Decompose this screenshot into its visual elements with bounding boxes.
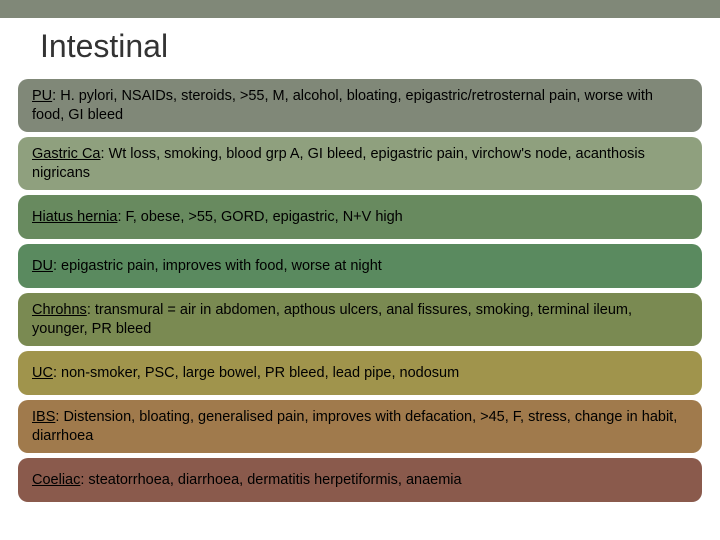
row-term: Gastric Ca — [32, 146, 101, 162]
row-desc: Wt loss, smoking, blood grp A, GI bleed,… — [32, 146, 645, 181]
row-term: Chrohns — [32, 302, 87, 318]
row-term: Coeliac — [32, 472, 80, 488]
row-term: DU — [32, 258, 53, 274]
row-hiatus-hernia: Hiatus hernia: F, obese, >55, GORD, epig… — [18, 195, 702, 239]
row-term: Hiatus hernia — [32, 209, 117, 225]
row-desc: F, obese, >55, GORD, epigastric, N+V hig… — [126, 209, 403, 225]
row-sep: : — [53, 258, 61, 274]
row-sep: : — [117, 209, 125, 225]
row-desc: epigastric pain, improves with food, wor… — [61, 258, 382, 274]
row-desc: steatorrhoea, diarrhoea, dermatitis herp… — [88, 472, 461, 488]
row-du: DU: epigastric pain, improves with food,… — [18, 244, 702, 288]
row-desc: transmural = air in abdomen, apthous ulc… — [32, 302, 632, 337]
row-pu: PU: H. pylori, NSAIDs, steroids, >55, M,… — [18, 79, 702, 132]
row-sep: : — [101, 146, 109, 162]
rows-container: PU: H. pylori, NSAIDs, steroids, >55, M,… — [0, 79, 720, 502]
row-sep: : — [87, 302, 95, 318]
page-title: Intestinal — [0, 18, 720, 79]
row-sep: : — [53, 365, 61, 381]
row-gastric-ca: Gastric Ca: Wt loss, smoking, blood grp … — [18, 137, 702, 190]
row-ibs: IBS: Distension, bloating, generalised p… — [18, 400, 702, 453]
row-term: UC — [32, 365, 53, 381]
row-uc: UC: non-smoker, PSC, large bowel, PR ble… — [18, 351, 702, 395]
row-desc: Distension, bloating, generalised pain, … — [32, 409, 677, 444]
header-band — [0, 0, 720, 18]
row-chrohns: Chrohns: transmural = air in abdomen, ap… — [18, 293, 702, 346]
row-desc: H. pylori, NSAIDs, steroids, >55, M, alc… — [32, 88, 653, 123]
row-term: PU — [32, 88, 52, 104]
row-desc: non-smoker, PSC, large bowel, PR bleed, … — [61, 365, 459, 381]
row-term: IBS — [32, 409, 55, 425]
row-coeliac: Coeliac: steatorrhoea, diarrhoea, dermat… — [18, 458, 702, 502]
row-sep: : — [52, 88, 60, 104]
